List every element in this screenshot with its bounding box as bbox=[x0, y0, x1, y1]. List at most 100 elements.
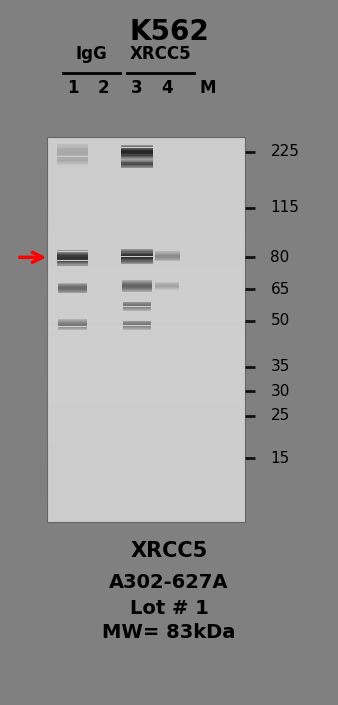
Text: 15: 15 bbox=[270, 450, 290, 466]
Bar bbox=[47, 147, 245, 157]
Bar bbox=[58, 320, 87, 321]
Bar bbox=[57, 253, 88, 254]
Bar bbox=[121, 156, 153, 157]
Bar bbox=[155, 251, 180, 252]
Bar bbox=[121, 150, 153, 151]
Bar bbox=[121, 165, 153, 166]
Bar bbox=[58, 283, 87, 284]
Bar bbox=[58, 325, 87, 326]
Bar bbox=[121, 262, 153, 263]
Bar bbox=[121, 157, 153, 158]
Bar bbox=[121, 259, 153, 260]
Bar bbox=[47, 374, 245, 384]
Bar bbox=[121, 252, 153, 254]
Bar bbox=[121, 151, 153, 152]
Text: 30: 30 bbox=[270, 384, 290, 399]
Bar bbox=[47, 492, 245, 502]
Text: 1: 1 bbox=[67, 79, 78, 97]
Bar bbox=[121, 160, 153, 161]
Text: 35: 35 bbox=[270, 359, 290, 374]
Bar bbox=[58, 319, 87, 320]
Bar bbox=[122, 283, 152, 284]
Bar bbox=[121, 159, 153, 160]
Bar bbox=[47, 197, 245, 206]
Bar bbox=[122, 288, 152, 289]
Bar bbox=[47, 354, 245, 364]
Bar bbox=[47, 236, 245, 245]
Bar bbox=[121, 147, 153, 149]
Bar bbox=[57, 157, 88, 158]
Bar bbox=[47, 482, 245, 492]
Bar bbox=[123, 327, 151, 328]
Bar bbox=[58, 288, 87, 289]
Bar bbox=[47, 167, 245, 177]
Bar bbox=[123, 306, 151, 307]
Text: 50: 50 bbox=[270, 313, 290, 329]
Bar bbox=[47, 256, 245, 265]
Text: 2: 2 bbox=[97, 79, 109, 97]
Bar bbox=[58, 329, 87, 330]
Bar bbox=[155, 253, 180, 254]
Bar bbox=[122, 280, 152, 281]
Bar bbox=[47, 137, 245, 522]
Bar bbox=[57, 262, 88, 263]
Bar bbox=[155, 259, 180, 260]
Text: M: M bbox=[200, 79, 216, 97]
Bar bbox=[57, 158, 88, 159]
Bar bbox=[57, 159, 88, 161]
Bar bbox=[121, 167, 153, 168]
Bar bbox=[121, 164, 153, 165]
Bar bbox=[155, 254, 180, 255]
Bar bbox=[121, 254, 153, 255]
Bar bbox=[57, 155, 88, 157]
Bar bbox=[47, 157, 245, 167]
Bar bbox=[121, 250, 153, 251]
Bar bbox=[122, 281, 152, 282]
Bar bbox=[47, 393, 245, 403]
Text: 4: 4 bbox=[162, 79, 173, 97]
Bar bbox=[57, 264, 88, 266]
Bar bbox=[123, 326, 151, 327]
Bar bbox=[47, 226, 245, 235]
Bar bbox=[47, 522, 245, 532]
Bar bbox=[123, 329, 151, 330]
Bar bbox=[123, 323, 151, 324]
Bar bbox=[122, 291, 152, 292]
Bar bbox=[123, 309, 151, 311]
Bar bbox=[47, 453, 245, 462]
Text: 115: 115 bbox=[270, 200, 299, 216]
Bar bbox=[121, 255, 153, 257]
Bar bbox=[121, 163, 153, 164]
Bar bbox=[123, 303, 151, 304]
Bar bbox=[58, 324, 87, 325]
Bar bbox=[123, 300, 151, 302]
Bar bbox=[57, 261, 88, 262]
Bar bbox=[123, 321, 151, 322]
Text: XRCC5: XRCC5 bbox=[130, 541, 208, 561]
Text: 25: 25 bbox=[270, 408, 290, 424]
Bar bbox=[155, 252, 180, 253]
Bar bbox=[58, 326, 87, 327]
Bar bbox=[47, 443, 245, 453]
Bar bbox=[123, 308, 151, 309]
Bar bbox=[47, 433, 245, 443]
Bar bbox=[57, 152, 88, 154]
Bar bbox=[121, 145, 153, 147]
Bar bbox=[47, 403, 245, 413]
Text: A302-627A: A302-627A bbox=[109, 573, 229, 591]
Bar bbox=[47, 315, 245, 324]
Bar bbox=[47, 502, 245, 512]
Bar bbox=[122, 285, 152, 286]
Bar bbox=[121, 258, 153, 259]
Text: IgG: IgG bbox=[75, 45, 107, 63]
Bar bbox=[58, 327, 87, 329]
Bar bbox=[122, 286, 152, 287]
Bar bbox=[57, 250, 88, 252]
Bar bbox=[47, 462, 245, 472]
Bar bbox=[123, 325, 151, 326]
Bar bbox=[121, 152, 153, 153]
Bar bbox=[47, 413, 245, 423]
Bar bbox=[121, 257, 153, 258]
Bar bbox=[58, 285, 87, 286]
Bar bbox=[57, 255, 88, 257]
